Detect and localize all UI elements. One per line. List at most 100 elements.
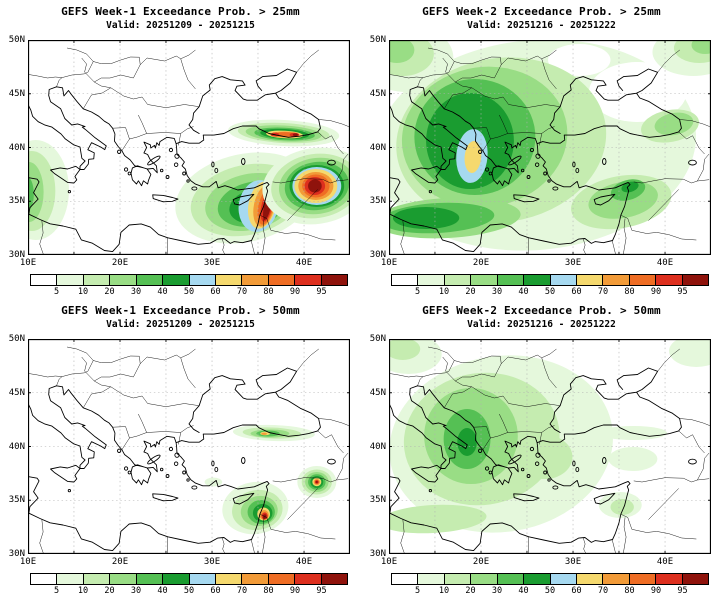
colorbar-tick-label: 20 (465, 287, 476, 297)
panel-valid-range: Valid: 20251216 - 20251222 (467, 319, 616, 330)
probability-field (389, 339, 711, 534)
colorbar-tick-label: 90 (289, 586, 301, 596)
colorbar-segment (523, 574, 550, 584)
map-week2-25mm (389, 40, 711, 255)
colorbar-segment (655, 275, 682, 285)
colorbar-segment (549, 574, 576, 584)
panel-title: GEFS Week-2 Exceedance Prob. > 50mm (422, 304, 661, 317)
colorbar-bar (391, 573, 709, 585)
colorbar-segment (294, 574, 321, 584)
probability-field (204, 424, 337, 535)
lat-axis: 50N 45N 40N 35N 30N (361, 35, 387, 260)
colorbar-tick-label: 90 (650, 586, 662, 596)
panel-valid-range: Valid: 20251216 - 20251222 (467, 20, 616, 31)
panel-week1-50mm: GEFS Week-1 Exceedance Prob. > 50mm Vali… (0, 299, 361, 598)
lon-axis: 10E 20E 30E 40E (381, 557, 711, 568)
colorbar-tick-label: 10 (438, 586, 450, 596)
colorbar: 5 10 20 30 40 50 60 70 80 90 95 (391, 573, 709, 596)
colorbar-segment (496, 275, 524, 285)
colorbar-segment (31, 275, 57, 285)
colorbar-segment (681, 275, 709, 285)
panel-week1-25mm: GEFS Week-1 Exceedance Prob. > 25mm Vali… (0, 0, 361, 299)
colorbar-segment (523, 275, 550, 285)
map-svg (28, 339, 350, 554)
colorbar-labels: 5 10 20 30 40 50 60 70 80 90 95 (30, 586, 348, 596)
colorbar-tick-label: 50 (544, 586, 556, 596)
colorbar-tick-label: 80 (263, 287, 274, 297)
colorbar-segment (628, 574, 656, 584)
colorbar-tick-label: 70 (597, 287, 609, 297)
panel-title: GEFS Week-1 Exceedance Prob. > 50mm (61, 304, 300, 317)
colorbar-tick-label: 10 (438, 287, 450, 297)
colorbar: 5 10 20 30 40 50 60 70 80 90 95 (30, 274, 348, 297)
lon-axis-label: 40E (656, 557, 674, 567)
panel-valid-range: Valid: 20251209 - 20251215 (106, 20, 255, 31)
colorbar-tick-label: 90 (650, 287, 662, 297)
colorbar-labels: 5 10 20 30 40 50 60 70 80 90 95 (391, 287, 709, 297)
colorbar-segment (109, 574, 136, 584)
colorbar-segment (135, 574, 163, 584)
colorbar-tick-label: 95 (316, 287, 327, 297)
colorbar-segment (392, 275, 418, 285)
lat-axis-label: 50N (8, 334, 25, 344)
colorbar-segment (214, 275, 242, 285)
lat-axis-label: 30N (369, 250, 386, 260)
colorbar-segment (320, 275, 348, 285)
lat-axis-label: 40N (8, 142, 25, 153)
panel-title: GEFS Week-2 Exceedance Prob. > 25mm (422, 5, 661, 18)
colorbar-tick-label: 95 (677, 287, 688, 297)
colorbar-tick-label: 10 (77, 287, 89, 297)
colorbar-segment (31, 574, 57, 584)
colorbar-tick-label: 70 (236, 586, 248, 596)
lat-axis: 50N 45N 40N 35N 30N (0, 334, 26, 559)
colorbar-bar (30, 573, 348, 585)
colorbar-segment (392, 574, 418, 584)
lon-axis-label: 10E (19, 258, 37, 268)
colorbar-tick-label: 60 (571, 287, 582, 297)
colorbar-tick-label: 40 (518, 287, 529, 297)
lat-axis-label: 50N (8, 35, 25, 45)
lat-axis-label: 35N (369, 196, 386, 207)
lat-axis-label: 45N (8, 88, 25, 99)
colorbar-tick-label: 60 (571, 586, 582, 596)
colorbar-segment (294, 275, 321, 285)
colorbar-tick-label: 70 (597, 586, 609, 596)
colorbar-tick-label: 50 (183, 287, 195, 297)
lat-axis-label: 30N (8, 250, 25, 260)
probability-field (28, 119, 350, 244)
colorbar-tick-label: 50 (183, 586, 195, 596)
colorbar-tick-label: 20 (104, 287, 115, 297)
colorbar-segment (628, 275, 656, 285)
colorbar-segment (109, 275, 136, 285)
colorbar-tick-label: 60 (210, 586, 221, 596)
colorbar-segment (162, 275, 189, 285)
colorbar-tick-label: 20 (104, 586, 115, 596)
colorbar-segment (496, 574, 524, 584)
lat-axis-label: 50N (369, 334, 386, 344)
colorbar-labels: 5 10 20 30 40 50 60 70 80 90 95 (30, 287, 348, 297)
lat-axis: 50N 45N 40N 35N 30N (361, 334, 387, 559)
colorbar-segment (162, 574, 189, 584)
colorbar-tick-label: 40 (157, 287, 168, 297)
colorbar-segment (241, 574, 268, 584)
lat-axis-label: 40N (369, 441, 386, 452)
colorbar-segment (82, 574, 110, 584)
lon-axis-label: 10E (19, 557, 37, 567)
colorbar: 5 10 20 30 40 50 60 70 80 90 95 (391, 274, 709, 297)
lon-axis-label: 30E (564, 557, 582, 567)
map-svg (28, 40, 350, 255)
lat-axis-label: 50N (369, 35, 386, 45)
colorbar-segment (575, 574, 603, 584)
colorbar-segment (417, 275, 444, 285)
colorbar-segment (56, 275, 83, 285)
lon-axis-label: 30E (203, 557, 221, 567)
lon-axis-label: 40E (295, 557, 313, 567)
colorbar-tick-label: 10 (77, 586, 89, 596)
colorbar-tick-label: 30 (130, 287, 142, 297)
colorbar-tick-label: 40 (518, 586, 529, 596)
colorbar-segment (320, 574, 348, 584)
lat-axis-label: 45N (8, 387, 25, 398)
colorbar-tick-label: 30 (491, 287, 503, 297)
colorbar-segment (267, 275, 295, 285)
colorbar-bar (391, 274, 709, 286)
